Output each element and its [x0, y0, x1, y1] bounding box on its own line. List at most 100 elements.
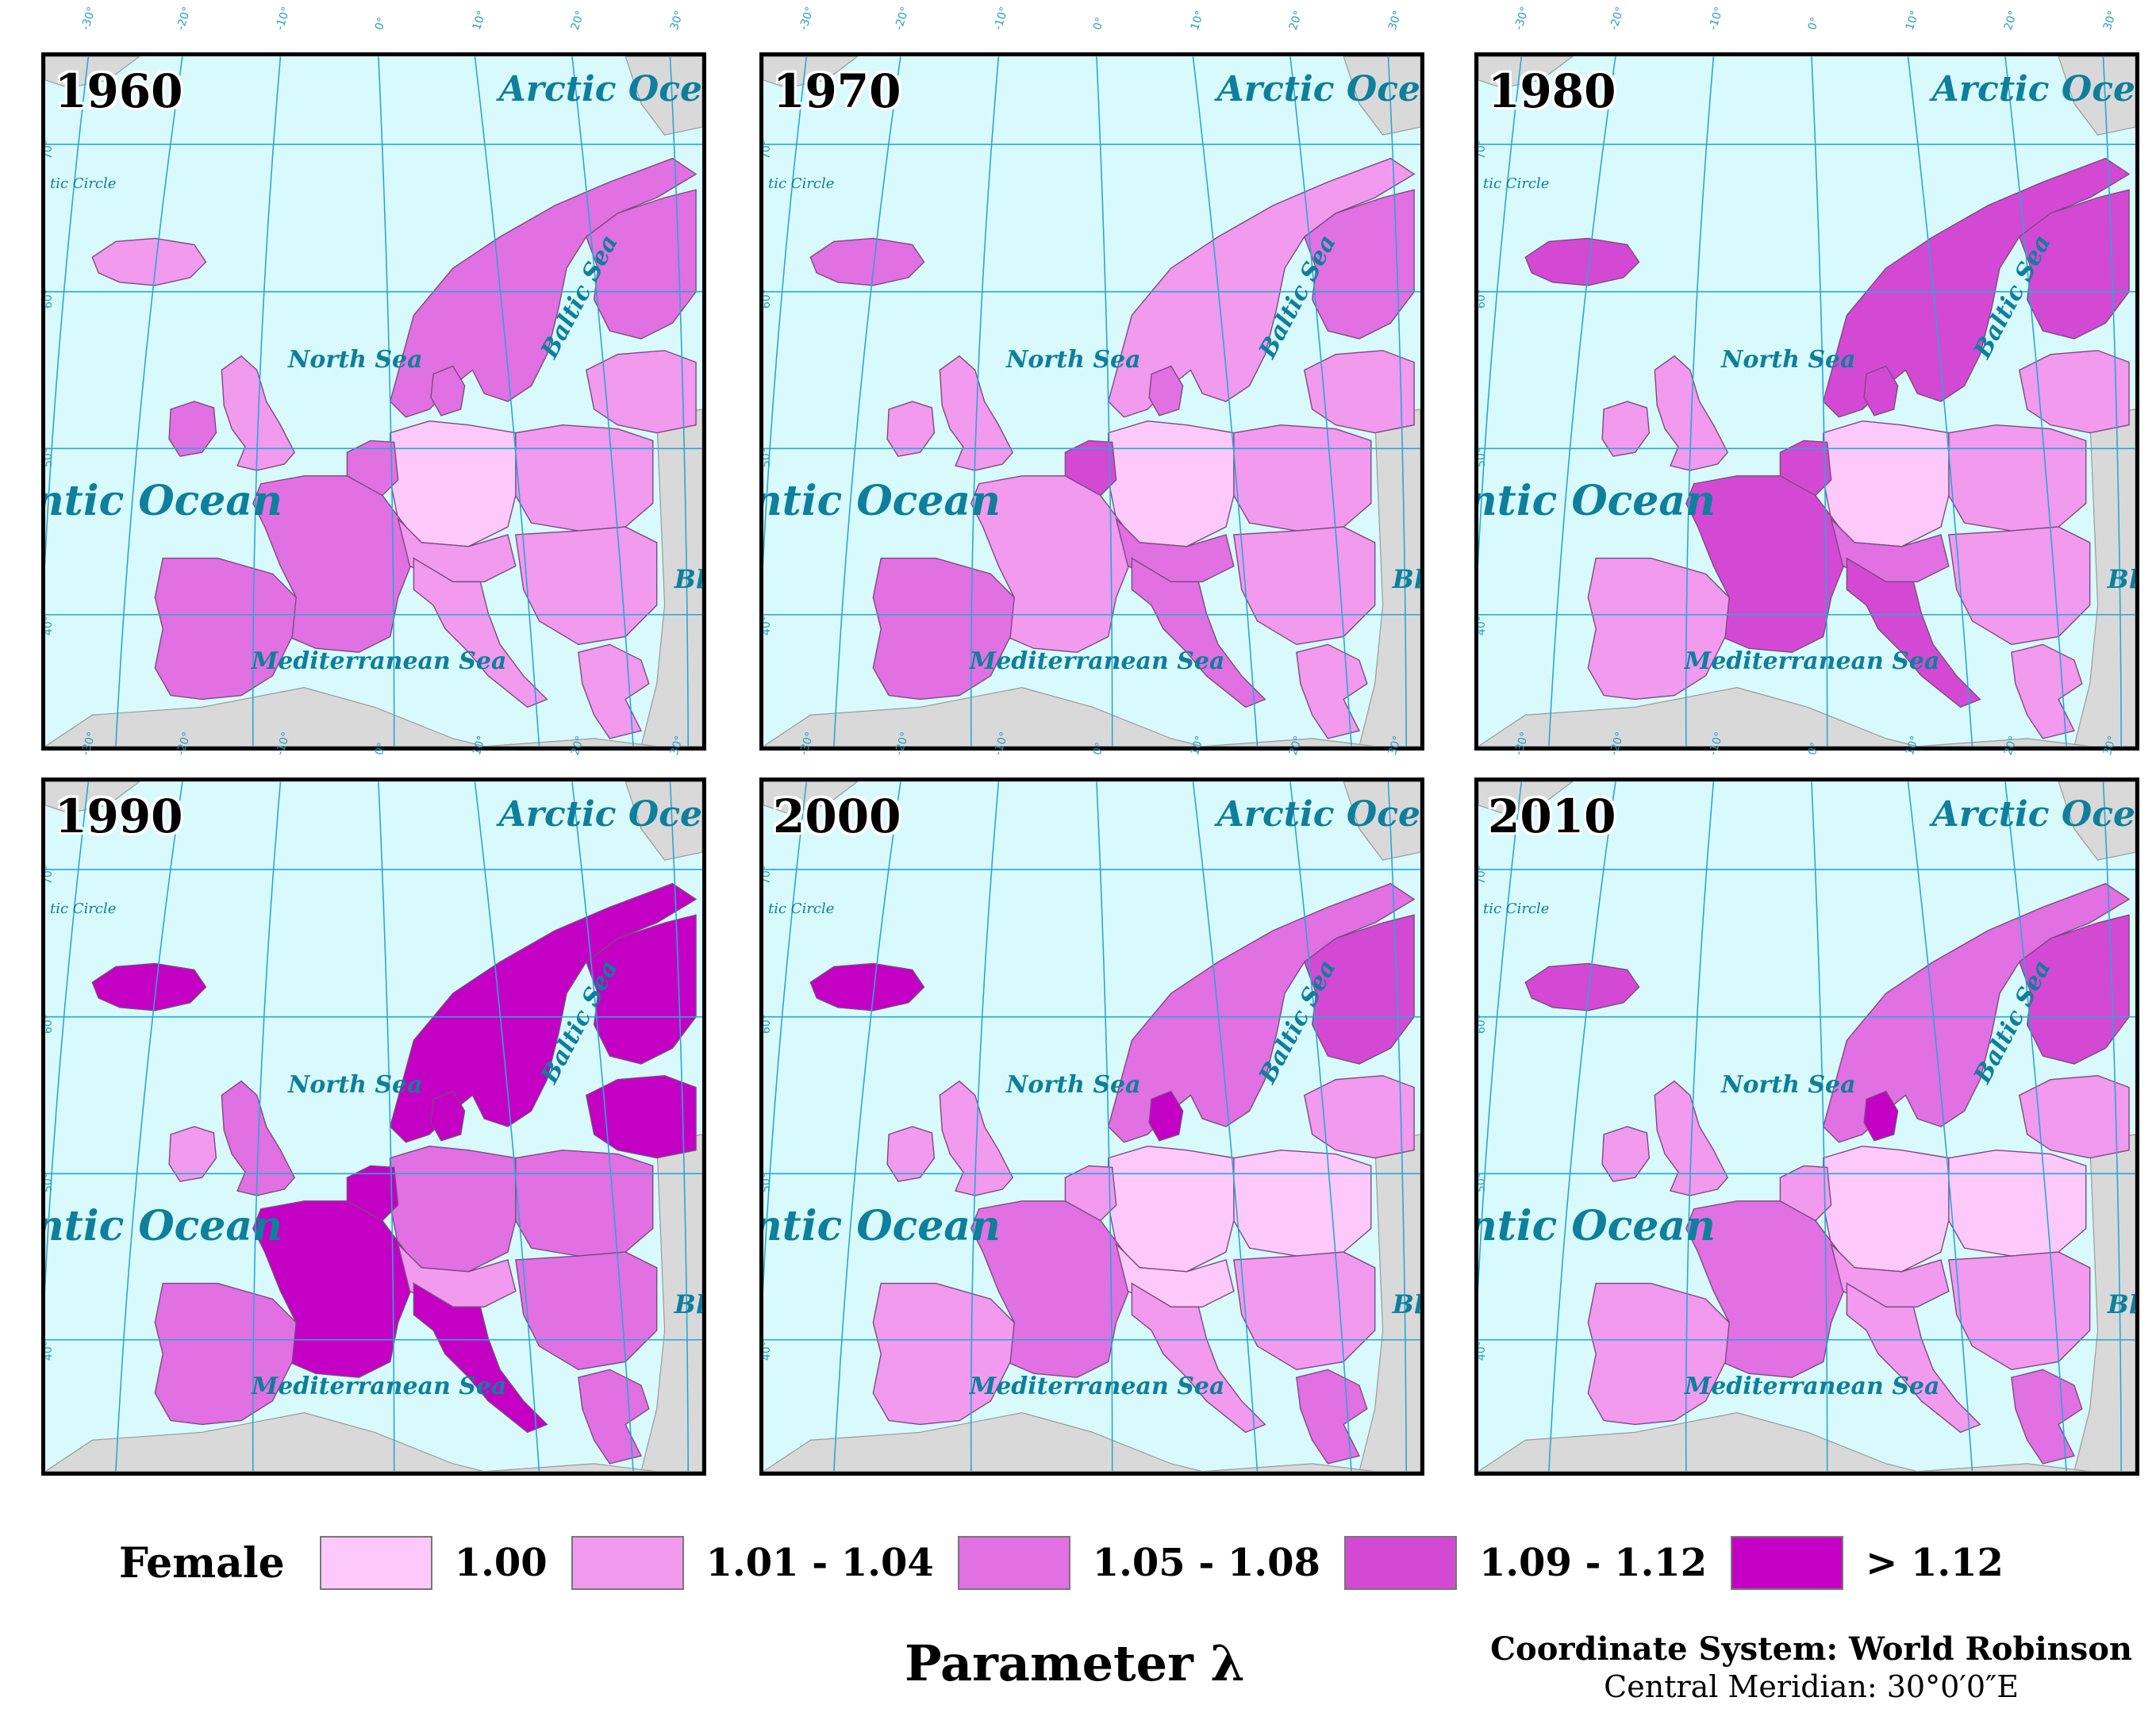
longitude-line [1548, 781, 1616, 1472]
map-panel-1980: Arctic Oce ntic Ocean North Sea Baltic Sea M… [1474, 52, 2139, 751]
region-greece [2011, 643, 2083, 739]
label-atlantic-ocean: ntic Ocean [41, 477, 282, 525]
label-atlantic-ocean: ntic Ocean [1474, 1202, 1716, 1250]
longitude-line [45, 56, 90, 567]
legend-label: 1.01 - 1.04 [705, 1541, 934, 1585]
longitude-line [571, 781, 634, 1472]
longitude-label: 10° [1188, 9, 1207, 32]
label-arctic-circle: tic Circle [768, 900, 835, 917]
region-iberia [154, 1282, 297, 1426]
region-italy [413, 557, 548, 708]
region-denmark [430, 365, 466, 417]
label-black-sea: Bl [2107, 1289, 2139, 1319]
unclassified-land [2058, 781, 2135, 861]
label-atlantic-ocean: ntic Ocean [759, 1202, 1001, 1250]
latitude-label: 60° [1475, 1014, 1488, 1034]
unclassified-land [1478, 56, 1574, 89]
panel-year-label: 1960 [55, 64, 183, 118]
region-scandinavia [1107, 882, 1416, 1143]
region-finland [2018, 914, 2130, 1065]
latitude-label: 40° [1475, 1341, 1488, 1361]
map-panel-2010: Arctic Oce ntic Ocean North Sea Baltic Sea M… [1474, 778, 2139, 1476]
region-scandinavia [1822, 882, 2131, 1143]
longitude-label: -10° [1706, 5, 1727, 33]
region-denmark [1863, 1090, 1899, 1142]
unclassified-land [1202, 1463, 1375, 1472]
longitude-line [1907, 781, 1973, 1472]
latitude-label: 70° [42, 140, 55, 159]
latitude-label: 40° [760, 616, 773, 635]
region-ireland [1601, 1126, 1651, 1182]
map-canvas [1478, 781, 2135, 1472]
unclassified-land [1478, 687, 1918, 747]
unclassified-land [45, 1412, 485, 1472]
region-greece [1296, 1369, 1368, 1465]
latitude-label: 60° [42, 1014, 55, 1034]
latitude-label: 40° [42, 616, 55, 635]
region-finland [585, 189, 697, 340]
region-france [252, 475, 415, 653]
latitude-label: 40° [1475, 616, 1488, 635]
longitude-line [1811, 781, 1828, 1472]
region-germany [1823, 1145, 1950, 1273]
region-ireland [886, 1126, 936, 1182]
label-north-sea: North Sea [288, 1071, 423, 1099]
region-finland [2018, 189, 2130, 340]
region-germany [390, 1145, 517, 1273]
legend-label: 1.00 [454, 1541, 548, 1585]
unclassified-land [1917, 1463, 2090, 1472]
longitude-label: -30° [79, 5, 99, 33]
longitude-label: 20° [2001, 9, 2020, 32]
region-baltics [2018, 1075, 2130, 1159]
region-balkans-north [1233, 1251, 1376, 1371]
label-mediterranean-sea: Mediterranean Sea [1685, 647, 1940, 675]
region-france [1685, 475, 1848, 653]
label-black-sea: Bl [674, 564, 705, 594]
coordinate-system-line: Coordinate System: World Robinson [1490, 1630, 2132, 1668]
longitude-label: -20° [174, 5, 194, 33]
unclassified-land [1478, 1412, 1918, 1472]
label-arctic-circle: tic Circle [1483, 900, 1550, 917]
legend-swatch [1731, 1536, 1844, 1590]
region-greece [1296, 643, 1368, 739]
region-iceland [1524, 237, 1640, 286]
region-iberia [154, 557, 297, 701]
unclassified-land [763, 56, 859, 89]
region-germany [1823, 420, 1950, 547]
latitude-label: 70° [1475, 140, 1488, 159]
longitude-label: 30° [1385, 9, 1405, 32]
legend-item-5: > 1.12 [1731, 1536, 2004, 1590]
region-greece [2011, 1369, 2083, 1465]
longitude-line [1478, 56, 1523, 567]
longitude-label: -10° [273, 5, 294, 33]
unclassified-land [625, 56, 702, 136]
longitude-line [115, 781, 183, 1472]
legend-item-2: 1.01 - 1.04 [571, 1536, 934, 1590]
region-greece [578, 1369, 650, 1465]
unclassified-land [2058, 56, 2135, 136]
region-baltics [585, 350, 697, 434]
region-italy [1846, 557, 1981, 708]
region-denmark [1148, 1090, 1184, 1142]
region-germany [390, 420, 517, 547]
longitude-line [1548, 56, 1616, 747]
map-panel-1990: Arctic Oce ntic Ocean North Sea Baltic Sea M… [41, 778, 706, 1476]
region-iberia [872, 1282, 1015, 1426]
region-iceland [1524, 962, 1640, 1012]
longitude-line [2102, 781, 2123, 1472]
region-finland [1303, 189, 1415, 340]
latitude-label: 40° [760, 1341, 773, 1361]
longitude-line [2004, 781, 2067, 1472]
unclassified-land [45, 687, 485, 747]
unclassified-land [45, 56, 140, 89]
label-north-sea: North Sea [1006, 1071, 1141, 1099]
longitude-line [1907, 56, 1973, 747]
region-iberia [1587, 557, 1730, 701]
label-black-sea: Bl [1392, 564, 1424, 594]
label-mediterranean-sea: Mediterranean Sea [252, 647, 507, 675]
longitude-line [763, 781, 808, 1292]
longitude-line [669, 781, 690, 1472]
latitude-label: 50° [42, 1173, 55, 1192]
panel-year-label: 1990 [55, 789, 183, 843]
region-iberia [1587, 1282, 1730, 1426]
